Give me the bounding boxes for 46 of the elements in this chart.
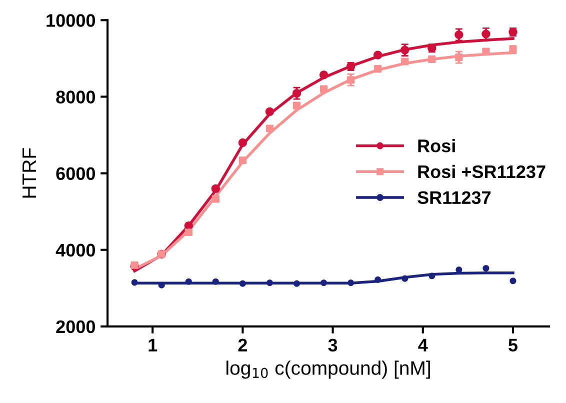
point xyxy=(455,53,463,62)
point xyxy=(266,279,274,286)
y-tick-label: 10000 xyxy=(46,14,95,27)
point xyxy=(482,264,490,272)
y-tick-label: 4000 xyxy=(56,244,95,257)
y-tick-label: 6000 xyxy=(56,167,95,180)
point xyxy=(348,279,354,286)
y-tick-label: 2000 xyxy=(56,320,95,334)
point xyxy=(184,228,192,236)
point xyxy=(428,272,436,280)
legend-label: Rosi +SR11237 xyxy=(418,164,546,178)
point xyxy=(131,279,138,286)
point xyxy=(212,195,220,203)
point xyxy=(320,85,328,93)
x-tick-label: 5 xyxy=(508,338,518,352)
point xyxy=(238,156,246,164)
legend-label: SR11237 xyxy=(418,191,491,204)
point xyxy=(510,278,516,284)
point xyxy=(266,124,274,132)
point xyxy=(374,64,382,73)
point xyxy=(482,48,490,56)
point xyxy=(373,50,382,60)
x-tick-label: 2 xyxy=(238,338,247,352)
point xyxy=(401,58,409,66)
point xyxy=(293,280,300,287)
point xyxy=(265,107,274,116)
point xyxy=(212,278,219,285)
x-axis-title: log$_{10}$ c(compound) [nM] xyxy=(226,360,430,379)
point xyxy=(320,279,328,286)
point xyxy=(319,70,328,80)
point xyxy=(185,278,192,285)
point xyxy=(292,102,301,110)
point xyxy=(158,282,165,288)
point xyxy=(239,280,246,287)
point xyxy=(402,275,408,282)
y-tick-label: 8000 xyxy=(56,90,95,104)
y-axis-title: HTRF xyxy=(22,148,36,198)
x-tick-label: 4 xyxy=(418,338,428,352)
x-tick-label: 1 xyxy=(148,338,158,352)
legend-label: Rosi xyxy=(418,139,455,152)
point xyxy=(428,55,436,63)
point xyxy=(374,276,382,284)
point xyxy=(211,184,220,193)
point xyxy=(238,138,248,148)
x-tick-label: 3 xyxy=(328,338,338,352)
point xyxy=(347,76,355,84)
